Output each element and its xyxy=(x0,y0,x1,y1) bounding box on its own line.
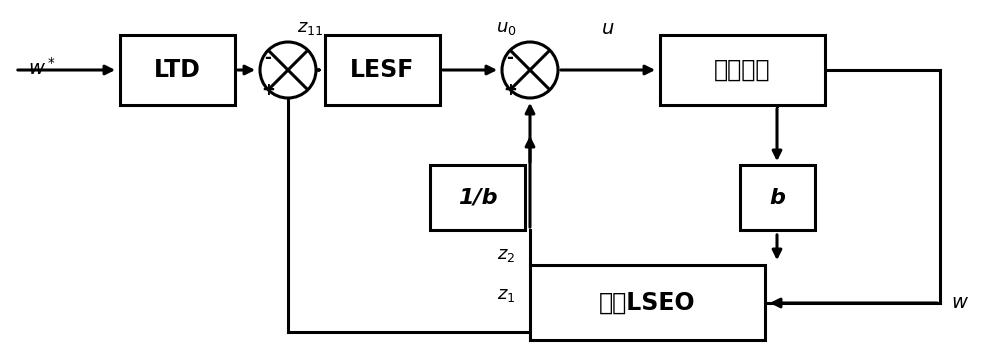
Circle shape xyxy=(260,42,316,98)
Text: $w$: $w$ xyxy=(951,293,969,313)
Text: $w^*$: $w^*$ xyxy=(28,57,56,79)
Text: $z_{11}$: $z_{11}$ xyxy=(297,19,323,37)
Text: 二阶LSEO: 二阶LSEO xyxy=(599,291,696,314)
Text: $u$: $u$ xyxy=(601,18,615,38)
Text: +: + xyxy=(261,81,275,99)
Text: -: - xyxy=(265,49,271,67)
Text: $u_0$: $u_0$ xyxy=(496,19,516,37)
Text: $z_2$: $z_2$ xyxy=(497,246,515,264)
Bar xyxy=(660,35,825,105)
Text: -: - xyxy=(507,49,513,67)
Text: +: + xyxy=(503,81,517,99)
Bar xyxy=(740,165,815,230)
Text: b: b xyxy=(770,187,785,208)
Bar xyxy=(530,265,765,340)
Circle shape xyxy=(502,42,558,98)
Text: 控制对象: 控制对象 xyxy=(714,58,771,82)
Text: LTD: LTD xyxy=(154,58,201,82)
Text: LESF: LESF xyxy=(350,58,415,82)
Text: $z_1$: $z_1$ xyxy=(497,286,515,304)
Bar xyxy=(430,165,525,230)
Text: 1/b: 1/b xyxy=(458,187,497,208)
Bar xyxy=(120,35,235,105)
Bar xyxy=(325,35,440,105)
